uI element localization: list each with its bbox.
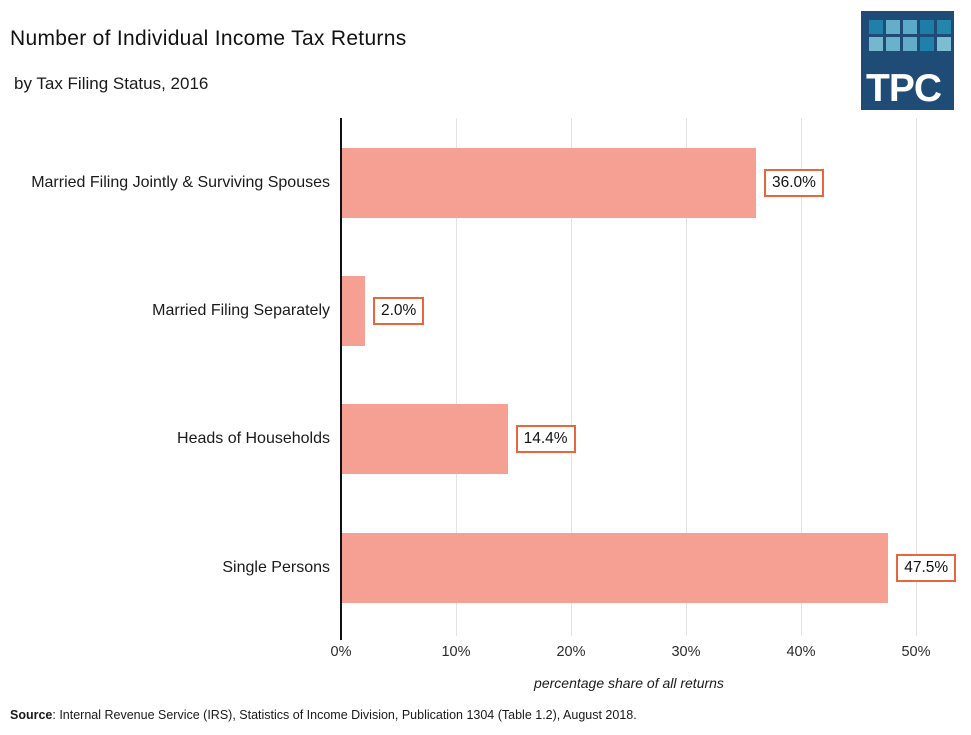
chart-title: Number of Individual Income Tax Returns (10, 27, 407, 50)
logo-tile (869, 37, 883, 51)
tpc-logo: TPC (861, 11, 954, 110)
category-label: Married Filing Jointly & Surviving Spous… (31, 174, 330, 191)
tpc-logo-text: TPC (866, 67, 942, 110)
category-label: Heads of Households (177, 430, 330, 448)
x-tick-label: 10% (441, 644, 471, 660)
source-note: Source: Internal Revenue Service (IRS), … (10, 708, 637, 722)
value-label: 47.5% (896, 553, 957, 582)
x-tick-label: 50% (901, 644, 931, 660)
x-tick-label: 0% (330, 644, 352, 660)
bar (342, 276, 365, 347)
x-tick-label: 30% (671, 644, 701, 660)
logo-tile (937, 37, 951, 51)
logo-tile (920, 37, 934, 51)
bar (342, 404, 508, 475)
logo-tile (903, 37, 917, 51)
logo-tile (869, 20, 883, 34)
bar (342, 532, 889, 603)
gridline (456, 118, 457, 636)
tpc-logo-tiles (869, 20, 951, 51)
x-axis-label: percentage share of all returns (534, 675, 724, 691)
value-label: 2.0% (373, 297, 425, 326)
x-tick-label: 20% (556, 644, 586, 660)
bar (342, 148, 756, 218)
gridline (801, 118, 802, 636)
value-label: 14.4% (515, 425, 576, 454)
logo-tile (937, 20, 951, 34)
chart-subtitle: by Tax Filing Status, 2016 (14, 74, 209, 93)
gridline (916, 118, 917, 636)
logo-tile (886, 37, 900, 51)
source-text: : Internal Revenue Service (IRS), Statis… (52, 708, 637, 722)
source-label: Source (10, 708, 53, 722)
x-tick-label: 40% (786, 644, 816, 660)
logo-tile (920, 20, 934, 34)
value-label: 36.0% (764, 169, 824, 197)
y-axis-line (340, 118, 342, 640)
category-label: Married Filing Separately (152, 302, 330, 320)
logo-tile (903, 20, 917, 34)
category-label: Single Persons (222, 558, 330, 576)
gridline (571, 118, 572, 636)
gridline (686, 118, 687, 636)
logo-tile (886, 20, 900, 34)
